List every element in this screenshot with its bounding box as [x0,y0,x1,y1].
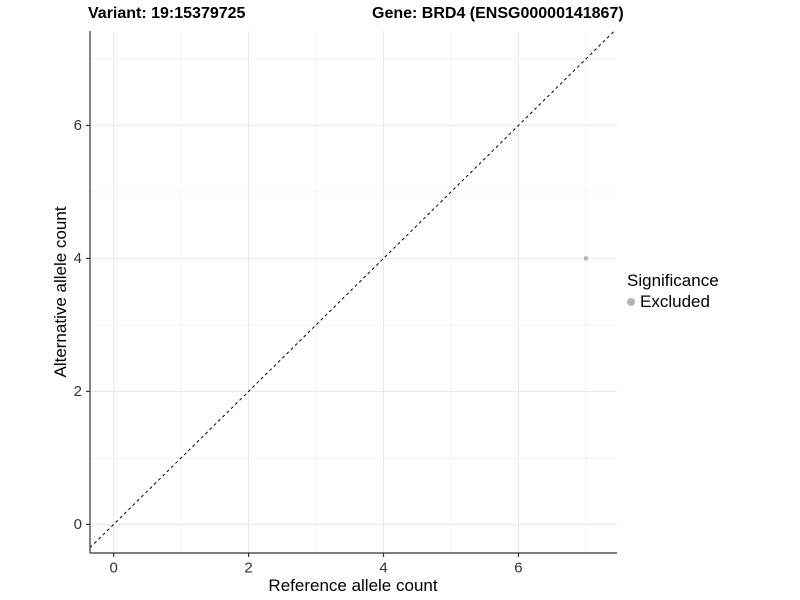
y-tick-label: 2 [74,383,82,400]
plot-title-variant: Variant: 19:15379725 [88,5,246,22]
y-axis-title: Alternative allele count [51,206,70,378]
legend-item-label: Excluded [640,292,710,311]
x-tick-label: 0 [109,559,117,576]
data-point [583,256,589,261]
x-tick-label: 6 [514,559,522,576]
y-tick-label: 0 [74,516,82,533]
legend-title: Significance [627,271,719,290]
y-tick-label: 4 [74,250,82,267]
x-axis-title: Reference allele count [268,576,438,595]
legend: Significance Excluded [627,271,719,312]
x-tick-label: 4 [379,559,387,576]
x-tick-label: 2 [244,559,252,576]
y-tick-label: 6 [74,117,82,134]
legend-point-icon [627,298,635,306]
plot-title-gene: Gene: BRD4 (ENSG00000141867) [372,5,624,22]
identity-line [89,30,615,549]
legend-item-excluded: Excluded [627,292,719,312]
